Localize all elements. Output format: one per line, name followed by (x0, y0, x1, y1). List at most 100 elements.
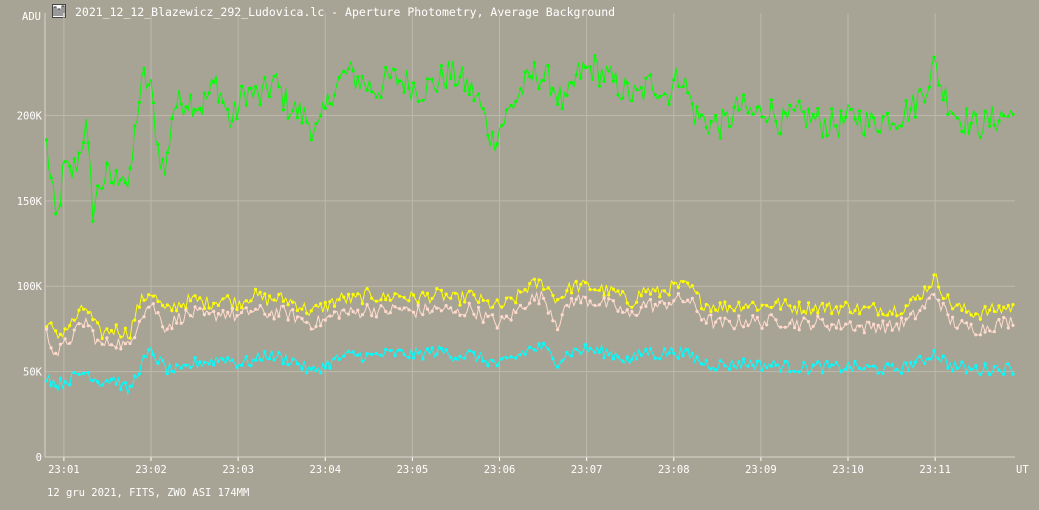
series-point (811, 308, 815, 312)
series-point (565, 289, 569, 293)
series-point (212, 309, 216, 313)
series-point (639, 86, 643, 90)
series-point (862, 331, 866, 335)
series-point (91, 329, 95, 333)
series-point (263, 75, 267, 79)
series-point (133, 374, 137, 378)
series-point (834, 326, 839, 330)
series-point (370, 90, 374, 94)
series-point (676, 84, 681, 88)
series-point (1002, 315, 1006, 320)
series-point (1006, 362, 1010, 366)
series-point (732, 105, 736, 110)
x-tick-label: 23:03 (222, 464, 254, 476)
series-point (147, 293, 151, 297)
series-point (263, 312, 267, 316)
series-point (927, 357, 931, 361)
series-point (588, 299, 592, 303)
series-point (872, 116, 876, 120)
series-point (156, 142, 160, 147)
series-point (421, 290, 425, 295)
series-point (955, 366, 959, 370)
series-point (137, 100, 141, 104)
series-point (258, 304, 262, 308)
series-point (425, 291, 430, 296)
series-point (267, 357, 272, 361)
series-point (156, 361, 160, 365)
series-point (839, 304, 843, 308)
series-point (793, 326, 797, 330)
series-point (272, 317, 276, 321)
series-point (560, 359, 564, 363)
series-point (653, 302, 657, 306)
series-point (686, 90, 690, 95)
series-point (997, 368, 1001, 372)
series-point (133, 336, 137, 340)
series-point (300, 317, 304, 321)
series-point (551, 293, 555, 298)
series-point (128, 166, 132, 171)
series-point (305, 120, 309, 124)
series-point (407, 355, 411, 360)
series-point (384, 298, 388, 302)
series-point (105, 378, 109, 383)
series-point (676, 285, 681, 289)
series-point (1002, 305, 1006, 309)
series-point (402, 352, 406, 356)
series-point (198, 306, 202, 310)
series-point (895, 322, 899, 326)
lightcurve-app-icon[interactable] (52, 4, 66, 18)
series-point (453, 310, 457, 314)
series-point (109, 180, 114, 185)
series-point (463, 314, 467, 318)
series-point (937, 357, 941, 361)
series-point (453, 83, 457, 87)
series-point (86, 311, 90, 315)
series-point (96, 184, 100, 188)
series-point (853, 328, 857, 332)
series-point (286, 318, 290, 322)
series-point (161, 359, 165, 363)
series-point (839, 109, 843, 113)
series-point (951, 111, 955, 116)
series-point (751, 314, 755, 318)
series-point (830, 107, 834, 111)
series-point (909, 107, 913, 111)
series-point (662, 301, 667, 306)
series-point (374, 351, 378, 355)
series-point (676, 356, 681, 360)
series-point (992, 309, 997, 313)
series-point (890, 122, 894, 126)
series-point (109, 377, 114, 381)
series-point (272, 298, 276, 302)
series-point (974, 364, 978, 368)
series-line (46, 55, 1014, 222)
series-point (890, 362, 894, 366)
series-point (918, 308, 922, 313)
x-tick-label: 23:10 (832, 464, 864, 476)
series-point (244, 355, 248, 359)
series-point (927, 285, 931, 289)
series-point (202, 91, 206, 95)
series-point (802, 360, 806, 365)
series-point (388, 311, 392, 315)
series-point (909, 312, 913, 316)
series-point (853, 308, 857, 313)
series-point (616, 355, 620, 359)
series-point (802, 309, 806, 313)
series-point (602, 356, 606, 360)
series-point (662, 347, 667, 351)
series-point (518, 303, 523, 307)
series-point (746, 364, 750, 368)
series-point (161, 325, 165, 329)
series-point (1011, 112, 1015, 116)
series-point (356, 308, 360, 312)
series-point (439, 346, 443, 350)
series-point (858, 109, 862, 113)
series-point (198, 360, 202, 364)
series-point (212, 80, 216, 84)
series-point (346, 67, 351, 71)
series-point (323, 106, 327, 110)
series-point (49, 176, 53, 180)
